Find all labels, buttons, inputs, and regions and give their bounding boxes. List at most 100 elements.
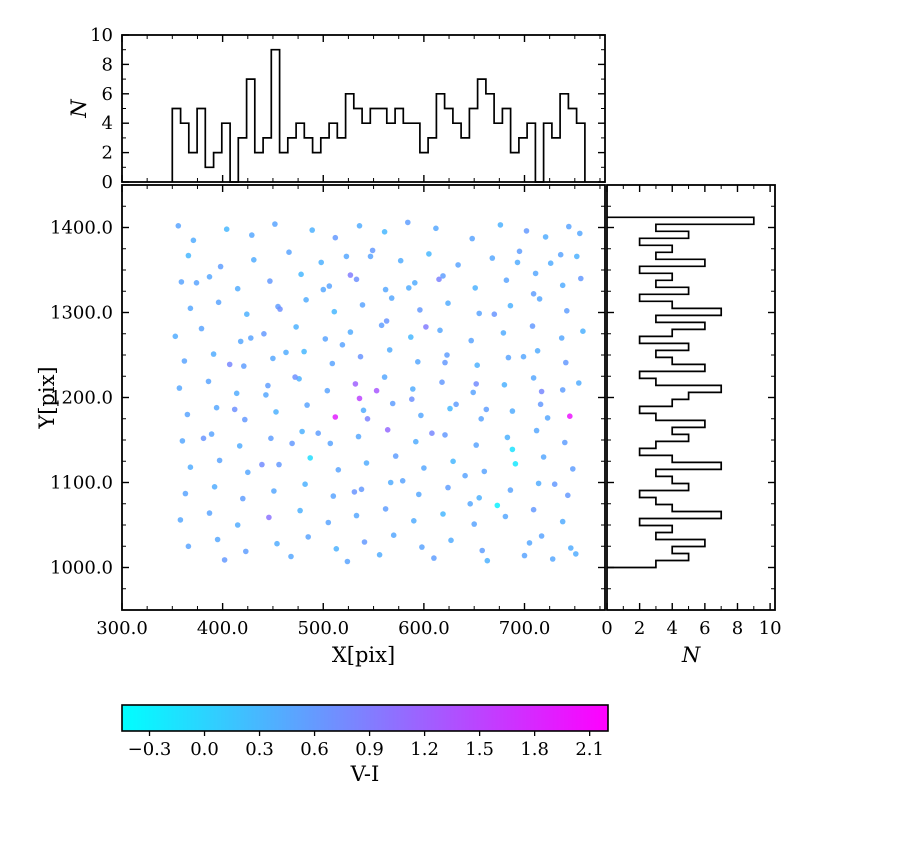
scatter-point	[347, 272, 354, 278]
scatter-point	[433, 225, 439, 232]
scatter-point	[489, 255, 496, 261]
scatter-point	[512, 461, 519, 467]
main-y-tick-label: 1400.0	[50, 218, 113, 239]
scatter-point	[320, 286, 327, 293]
scatter-point	[249, 232, 255, 238]
scatter-point	[471, 521, 478, 527]
scatter-point	[356, 223, 363, 229]
scatter-point	[386, 347, 393, 353]
scatter-point	[307, 455, 314, 461]
scatter-point	[538, 388, 545, 395]
top-hist-y-tick-label: 2	[102, 143, 113, 164]
scatter-point	[481, 468, 488, 475]
right-hist-x-tick-label: 8	[732, 618, 743, 639]
scatter-point	[187, 464, 194, 471]
scatter-point	[507, 302, 514, 309]
scatter-point	[444, 352, 450, 358]
scatter-point	[172, 333, 179, 340]
scatter-point	[387, 479, 394, 486]
scatter-point	[501, 382, 508, 388]
scatter-point	[408, 334, 414, 340]
right-hist-x-tick-label: 2	[634, 618, 645, 639]
scatter-point	[343, 253, 350, 260]
scatter-point	[491, 311, 498, 318]
main-x-tick-label: 700.0	[499, 618, 551, 639]
scatter-point	[298, 271, 304, 278]
scatter-point	[245, 469, 251, 476]
scatter-point	[277, 306, 283, 312]
scatter-point	[559, 282, 566, 289]
colorbar-tick-label: 1.8	[520, 739, 549, 760]
main-x-tick-label: 400.0	[197, 618, 249, 639]
scatter-point	[544, 415, 551, 421]
right-hist-x-tick-label: 0	[601, 618, 612, 639]
scatter-point	[332, 414, 339, 420]
scatter-point	[521, 552, 528, 559]
scatter-point	[500, 330, 507, 336]
scatter-point	[268, 435, 274, 442]
top-hist-y-tick-label: 10	[90, 25, 113, 46]
scatter-point	[530, 506, 537, 513]
scatter-point	[468, 337, 475, 344]
scatter-point	[177, 517, 184, 523]
scatter-point	[382, 286, 389, 293]
scatter-point	[271, 488, 277, 494]
scatter-point	[558, 335, 565, 341]
scatter-point	[327, 440, 334, 447]
scatter-point	[200, 435, 207, 442]
scatter-point	[356, 395, 363, 402]
scatter-point	[390, 532, 397, 538]
scatter-point	[361, 539, 368, 545]
scatter-point	[329, 360, 336, 367]
scatter-point	[418, 412, 424, 419]
scatter-point	[530, 375, 537, 381]
scatter-point	[302, 481, 308, 488]
scatter-point	[423, 324, 429, 330]
scatter-point	[567, 413, 573, 420]
scatter-point	[440, 273, 446, 279]
scatter-point	[193, 280, 200, 286]
scatter-point	[445, 484, 451, 491]
scatter-point	[526, 540, 533, 546]
scatter-point	[410, 386, 416, 392]
scatter-point	[533, 427, 540, 434]
scatter-point	[272, 221, 278, 227]
main-axes-frame	[121, 184, 606, 611]
scatter-point	[339, 342, 346, 348]
scatter-point	[369, 247, 376, 254]
scatter-point	[226, 361, 233, 368]
scatter-point	[305, 534, 312, 540]
scatter-point	[206, 510, 213, 516]
scatter-point	[325, 519, 332, 526]
scatter-point	[297, 507, 303, 514]
scatter-point	[236, 443, 243, 449]
scatter-point	[179, 438, 186, 444]
top-hist-y-tick-label: 6	[102, 84, 113, 105]
scatter-point	[462, 472, 468, 479]
scatter-point	[376, 552, 383, 558]
scatter-point	[557, 251, 564, 258]
scatter-point	[185, 543, 192, 550]
scatter-point	[532, 270, 539, 277]
scatter-point	[358, 486, 365, 493]
scatter-point	[566, 223, 572, 230]
scatter-point	[570, 466, 576, 472]
scatter-point	[507, 487, 514, 493]
axis-ticks	[121, 34, 775, 611]
scatter-point	[276, 461, 282, 468]
scatter-point	[573, 551, 579, 557]
right-hist-x-tick-label: 4	[667, 618, 678, 639]
scatter-point	[436, 276, 442, 283]
scatter-point	[330, 493, 337, 499]
top-hist-y-tick-label: 8	[102, 54, 113, 75]
colorbar-tick-label: 0.9	[355, 739, 384, 760]
scatter-point	[413, 438, 419, 445]
scatter-point	[399, 478, 406, 484]
scatter-point	[537, 401, 544, 408]
scatter-point	[530, 291, 537, 297]
scatter-point	[233, 390, 240, 397]
scatter-point	[455, 262, 461, 268]
scatter-point	[265, 382, 271, 389]
scatter-point	[388, 295, 395, 301]
